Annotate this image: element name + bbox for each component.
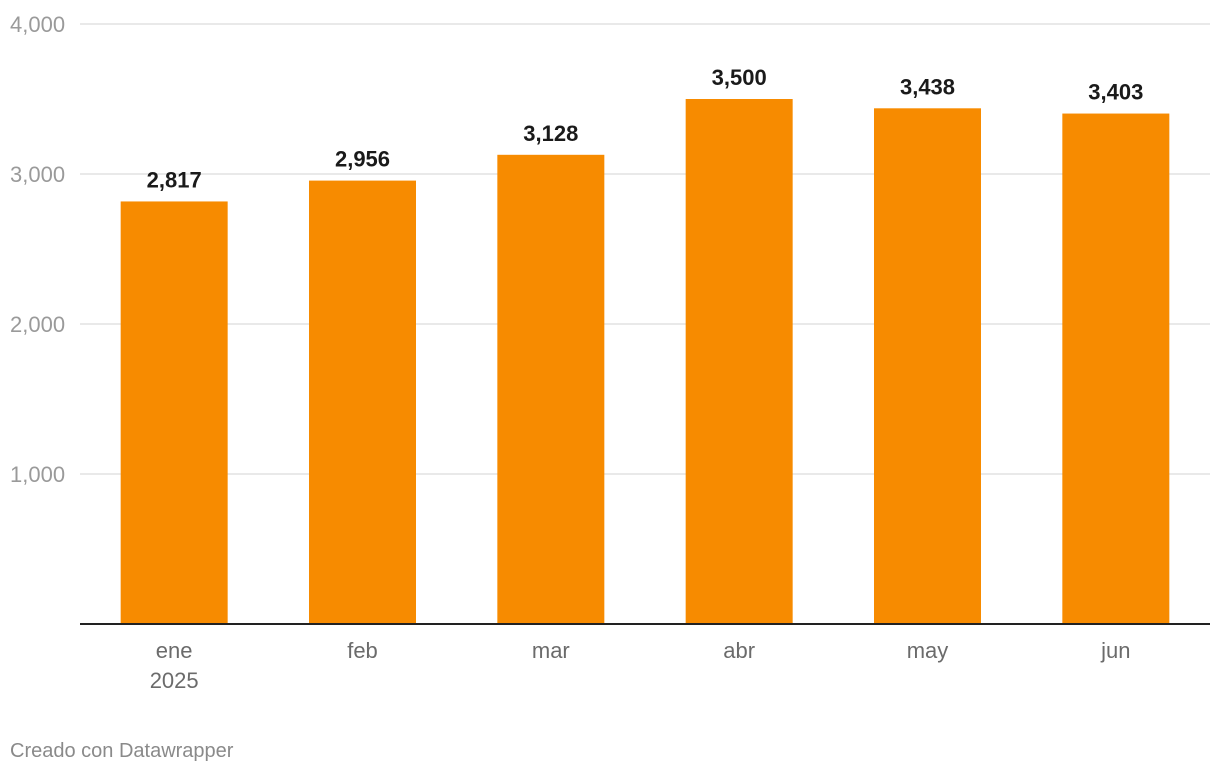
x-tick-sublabel: 2025 (150, 668, 199, 693)
value-label-mar: 3,128 (523, 121, 578, 146)
bar-feb (309, 180, 416, 624)
y-axis-ticks: 1,000 2,000 3,000 4,000 (10, 12, 65, 487)
bars (120, 99, 1170, 625)
value-label-feb: 2,956 (335, 147, 390, 172)
value-label-may: 3,438 (900, 74, 955, 99)
x-tick-label-mar: mar (532, 638, 570, 663)
y-tick-label: 1,000 (10, 462, 65, 487)
y-tick-label: 2,000 (10, 312, 65, 337)
x-tick-label-jun: jun (1100, 638, 1130, 663)
credit-text: Creado con Datawrapper (10, 740, 234, 762)
gridlines (80, 23, 1210, 475)
x-tick-label-ene: ene (156, 638, 193, 663)
x-tick-label-may: may (907, 638, 949, 663)
value-labels: 2,817 2,956 3,128 3,500 3,438 3,403 (147, 65, 1144, 192)
value-label-abr: 3,500 (712, 65, 767, 90)
bar-ene (120, 201, 228, 624)
value-label-ene: 2,817 (147, 167, 202, 192)
bar-abr (685, 99, 793, 624)
y-tick-label: 3,000 (10, 162, 65, 187)
bar-mar (497, 154, 605, 625)
bar-jun (1062, 113, 1170, 625)
value-label-jun: 3,403 (1088, 80, 1143, 105)
x-tick-label-abr: abr (723, 638, 755, 663)
y-tick-label: 4,000 (10, 12, 65, 37)
bar-chart: 1,000 2,000 3,000 4,000 2,817 2,956 3,128 3,50… (10, 12, 1210, 693)
x-axis-ticks: ene 2025 feb mar abr may jun (150, 638, 1131, 693)
bar-may (874, 108, 981, 625)
x-tick-label-feb: feb (347, 638, 378, 663)
